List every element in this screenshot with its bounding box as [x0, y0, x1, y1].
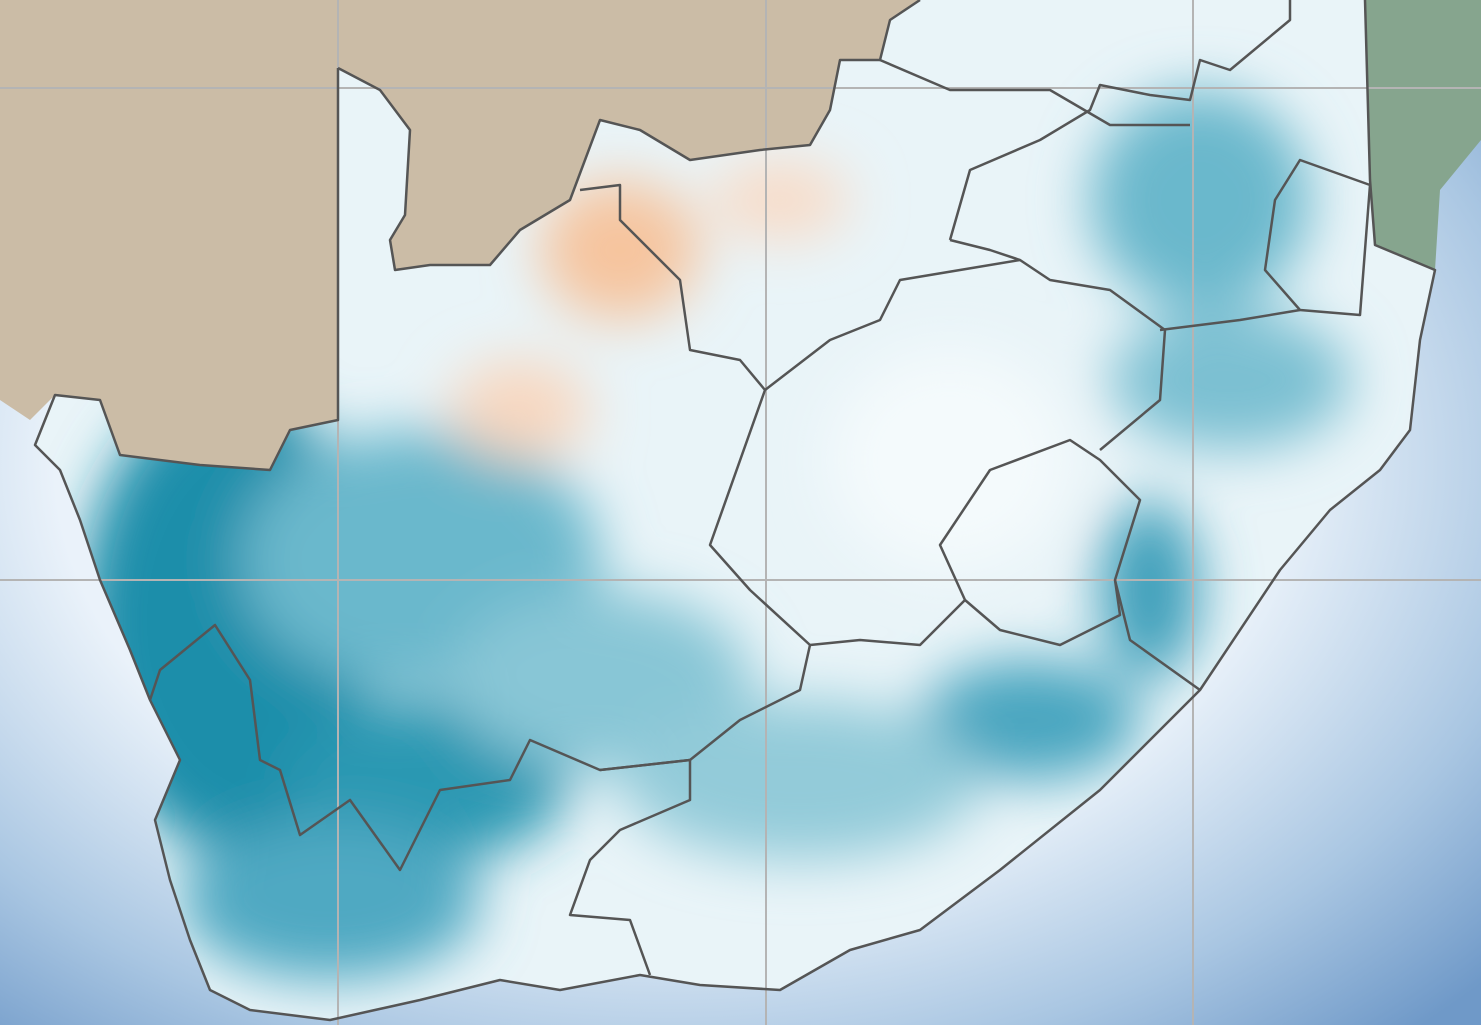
country-border — [33, 0, 1437, 1022]
neighbor-land — [0, 0, 920, 470]
borders — [33, 0, 1437, 1022]
neighbor-land-east — [1365, 0, 1481, 270]
province-border — [148, 308, 1301, 872]
province-border — [568, 0, 1292, 976]
